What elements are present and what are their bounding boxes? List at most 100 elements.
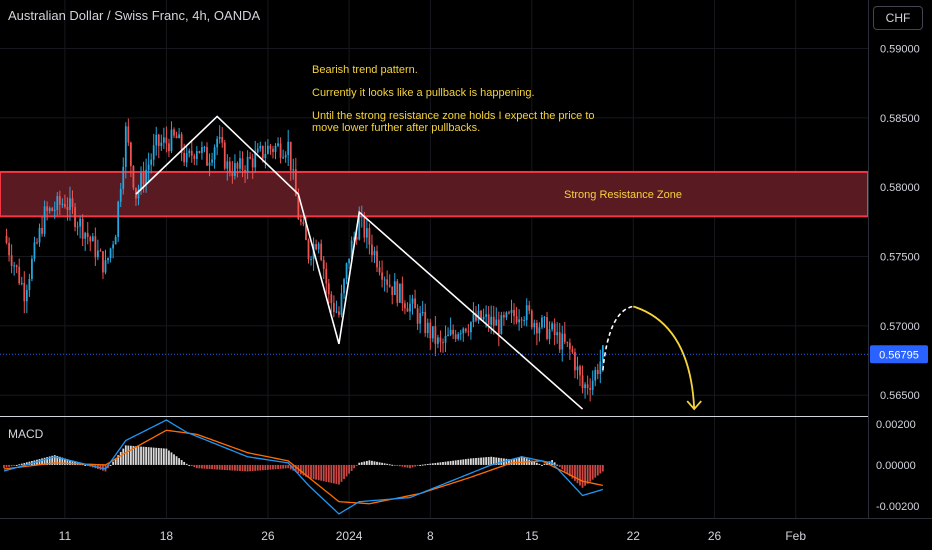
candle-body [513,309,515,317]
candle-body [322,259,325,269]
candle-body [218,137,221,139]
macd-histogram-bar [485,457,488,465]
candle-body [492,316,495,326]
candle-body [599,361,602,375]
candle-body [46,206,49,211]
macd-histogram-bar [325,464,328,482]
macd-histogram-bar [429,463,432,465]
macd-histogram-bar [472,458,475,465]
macd-histogram-bar [381,462,383,465]
macd-histogram-bar [332,464,335,484]
macd-histogram-bar [533,461,536,465]
macd-histogram-bar [175,456,178,465]
candle-body [109,248,112,259]
macd-histogram-bar [601,464,604,472]
macd-histogram-bar [188,464,191,466]
macd-histogram-bar [284,464,287,469]
macd-histogram-bar [124,445,127,465]
macd-histogram-bar [330,464,333,483]
candle-body [79,218,82,227]
candle-body [147,164,150,170]
candle-body [563,333,566,342]
candle-body [348,258,350,264]
candle-body [429,322,432,339]
price-tick-label: 0.59000 [880,44,920,56]
macd-histogram-bar [23,462,26,465]
macd-histogram-bar [439,462,442,465]
macd-histogram-bar [561,464,564,470]
candle-body [556,332,559,336]
candle-body [302,221,305,225]
macd-histogram-bar [203,464,206,469]
candle-body [495,319,498,326]
candle-body [594,369,597,381]
candle-body [267,145,269,154]
macd-histogram-bar [510,459,513,465]
candle-body [546,317,548,339]
candle-body [25,290,28,302]
macd-tick-label: 0.00200 [876,419,916,431]
candle-body [452,329,455,335]
candle-body [28,279,31,291]
candle-body [368,228,371,245]
candle-body [345,263,348,280]
macd-histogram-bar [492,457,495,465]
candle-body [335,311,338,313]
macd-histogram-bar [135,446,137,465]
currency-button[interactable]: CHF [873,6,923,30]
candle-body [310,259,312,261]
candle-body [180,134,183,153]
candle-body [223,142,226,169]
macd-histogram-bar [454,460,457,465]
macd-pane [3,419,604,515]
resistance-zone [0,170,869,218]
macd-histogram-bar [449,461,452,465]
macd-histogram-bar [8,464,10,467]
candle-body [376,251,378,268]
macd-histogram-bar [69,460,71,465]
candle-body [566,341,569,343]
macd-histogram-bar [127,445,130,465]
macd-histogram-bar [348,464,350,474]
macd-histogram-bar [155,447,158,465]
macd-histogram-bar [160,448,163,465]
candle-body [165,137,168,144]
candle-body [449,329,452,335]
candle-body [185,153,188,163]
macd-histogram-bar [10,464,13,467]
macd-histogram-bar [251,464,254,472]
candle-body [277,143,279,146]
candle-body [502,315,505,318]
macd-histogram-bar [457,460,460,465]
candle-body [99,250,102,252]
time-tick-label: 15 [525,529,539,543]
trend-line [135,115,584,410]
resistance-zone-label: Strong Resistance Zone [564,189,682,201]
candle-body [269,145,272,149]
macd-histogram-bar [244,464,246,472]
candle-body [66,206,69,210]
macd-histogram-bar [259,464,262,471]
macd-histogram-bar [129,445,132,465]
candle-body [190,150,193,156]
candle-body [596,369,599,375]
candle-body [510,309,513,313]
macd-histogram-bar [117,455,120,465]
candle-body [317,243,320,250]
time-tick-label: 11 [59,529,72,543]
candle-body [193,155,196,159]
macd-histogram-bar [58,456,61,465]
macd-histogram-bar [409,464,411,469]
candle-body [490,316,493,325]
candle-body [462,328,465,334]
target-projection [633,305,696,410]
current-price-tag [870,345,928,364]
macd-histogram-bar [553,462,556,465]
candle-body [535,322,538,334]
macd-tick-label: 0.00000 [876,460,916,472]
macd-histogram-bar [48,456,51,465]
macd-histogram-bar [518,457,521,465]
candle-body [145,169,147,185]
macd-histogram-bar [591,464,594,480]
